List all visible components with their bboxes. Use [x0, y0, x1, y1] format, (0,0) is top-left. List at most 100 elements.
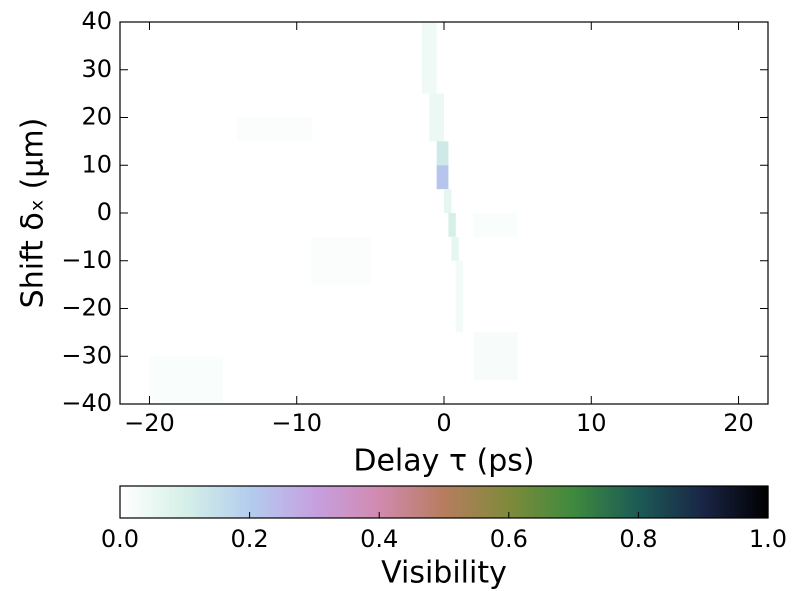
colorbar-segment [570, 486, 575, 518]
heatmap-cell [436, 165, 449, 190]
colorbar-segment [252, 486, 257, 518]
colorbar-segment [350, 486, 354, 518]
colorbar-tick-label: 0.8 [619, 525, 657, 553]
colorbar-segment [210, 486, 215, 518]
y-tick-label: 40 [81, 7, 112, 35]
colorbar-segment [204, 486, 209, 518]
colorbar-segment [699, 486, 704, 518]
colorbar-segment [149, 486, 153, 518]
colorbar-segment [677, 486, 682, 518]
colorbar-segment [479, 486, 484, 518]
colorbar-segment [414, 486, 419, 518]
x-axis-label: Delay τ (ps) [353, 444, 534, 479]
colorbar-segment [201, 486, 205, 518]
colorbar-segment [139, 486, 144, 518]
colorbar-segment [693, 486, 698, 518]
colorbar-label: Visibility [381, 556, 507, 591]
colorbar-segment [431, 486, 435, 518]
x-tick-label: 0 [436, 409, 451, 437]
colorbar-segment [181, 486, 186, 518]
colorbar-segment [508, 486, 513, 518]
colorbar-segment [732, 486, 737, 518]
colorbar-segment [217, 486, 222, 518]
colorbar-segment [337, 486, 341, 518]
colorbar-segment [635, 486, 639, 518]
colorbar-segment [191, 486, 196, 518]
colorbar-segment [291, 486, 296, 518]
colorbar-frame [119, 485, 769, 519]
colorbar-segment [466, 486, 471, 518]
colorbar-segment [437, 486, 442, 518]
colorbar-segment [550, 486, 555, 518]
colorbar-segment [145, 486, 150, 518]
colorbar-segment [424, 486, 429, 518]
heatmap-cell [311, 236, 371, 285]
colorbar-segment [418, 486, 422, 518]
colorbar-segment [359, 486, 364, 518]
colorbar-segment [230, 486, 234, 518]
colorbar-segment [324, 486, 328, 518]
colorbar-segment [405, 486, 409, 518]
heatmap-cell [473, 213, 518, 237]
x-tick-label: −20 [124, 409, 175, 437]
colorbar-segment [661, 486, 665, 518]
colorbar-segment [473, 486, 477, 518]
colorbar-segment [256, 486, 260, 518]
colorbar-segment [719, 486, 724, 518]
colorbar-segment [680, 486, 685, 518]
colorbar-segment [346, 486, 351, 518]
colorbar-segment [599, 486, 604, 518]
colorbar-segment [447, 486, 452, 518]
colorbar-segment [687, 486, 691, 518]
colorbar-segment [654, 486, 659, 518]
colorbar-segment [521, 486, 526, 518]
colorbar-segment [557, 486, 562, 518]
colorbar-segment [502, 486, 507, 518]
colorbar-segment [213, 486, 218, 518]
colorbar-segment [453, 486, 458, 518]
colorbar-segment [722, 486, 727, 518]
colorbar-segment [758, 486, 763, 518]
colorbar-segment [136, 486, 141, 518]
colorbar-segment [615, 486, 620, 518]
colorbar-segment [411, 486, 416, 518]
colorbar-segment [573, 486, 578, 518]
colorbar-segment [469, 486, 474, 518]
colorbar-segment [463, 486, 468, 518]
colorbar-segment [301, 486, 306, 518]
colorbar-segment [369, 486, 374, 518]
colorbar-segment [489, 486, 494, 518]
colorbar-segment [735, 486, 740, 518]
y-tick-label: 10 [81, 150, 112, 178]
colorbar-segment [589, 486, 594, 518]
y-tick-label: 20 [81, 103, 112, 131]
x-tick-label: 20 [723, 409, 754, 437]
colorbar-segment [171, 486, 176, 518]
heatmap-cell [436, 141, 449, 166]
colorbar-segment [631, 486, 636, 518]
y-tick-label: −30 [61, 341, 112, 369]
colorbar-segment [528, 486, 533, 518]
heatmap-cell [451, 236, 459, 261]
heatmap-cell [421, 22, 437, 94]
colorbar-segment [243, 486, 247, 518]
colorbar-segment [444, 486, 448, 518]
colorbar-segment [761, 486, 766, 518]
colorbar-segment [576, 486, 581, 518]
colorbar-segment [674, 486, 678, 518]
colorbar-segment [197, 486, 202, 518]
colorbar-segment [664, 486, 669, 518]
colorbar-segment [450, 486, 455, 518]
colorbar-segment [748, 486, 753, 518]
colorbar-segment [269, 486, 273, 518]
colorbar-segment [288, 486, 293, 518]
colorbar-segment [541, 486, 546, 518]
colorbar-segment [353, 486, 358, 518]
x-tick-label: −10 [271, 409, 322, 437]
colorbar-segment [285, 486, 290, 518]
colorbar-segment [265, 486, 270, 518]
colorbar-segment [580, 486, 584, 518]
colorbar-segment [184, 486, 189, 518]
heatmap-cell [473, 332, 518, 381]
colorbar-segment [272, 486, 277, 518]
